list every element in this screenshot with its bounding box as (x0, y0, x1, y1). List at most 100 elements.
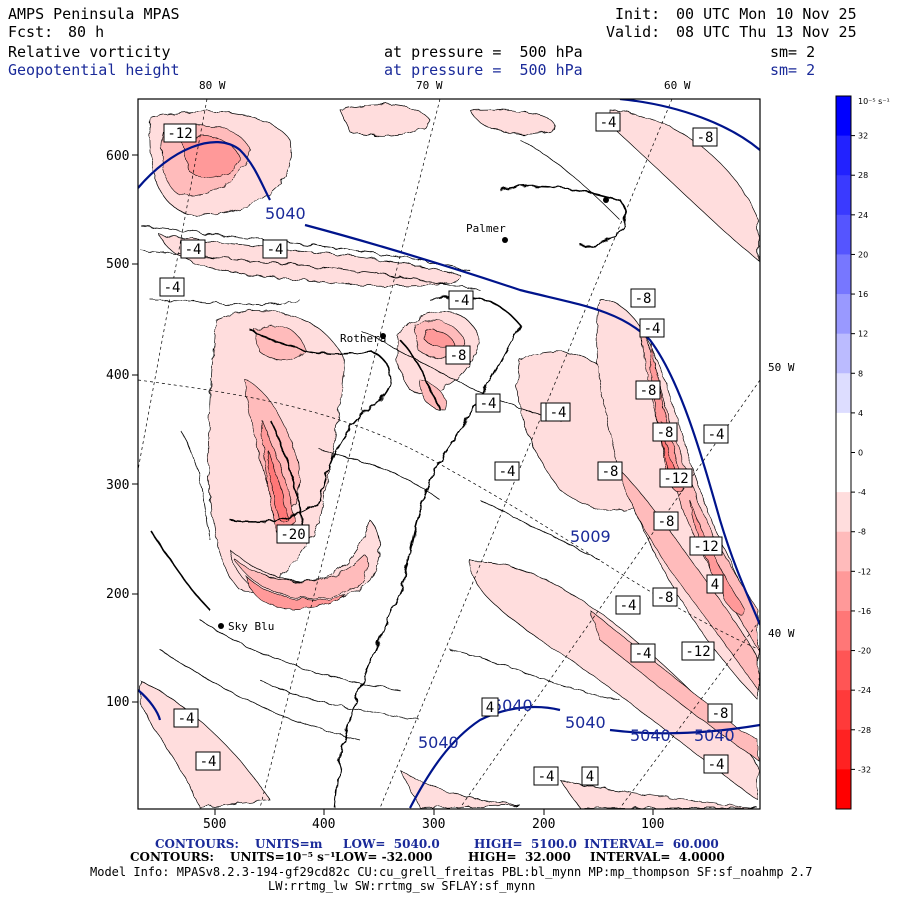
vorticity-box-label: -4 (533, 766, 559, 786)
svg-text:-8: -8 (658, 514, 675, 530)
vorticity-box-label: -4 (703, 754, 729, 774)
svg-text:-12: -12 (693, 539, 718, 555)
vorticity-box-label: -4 (448, 290, 474, 310)
colorbar-level-label: 20 (858, 250, 868, 259)
colorbar-level-label: 32 (858, 132, 868, 141)
vorticity-box-label: -8 (652, 422, 678, 442)
valid-time: 08 UTC Thu 13 Nov 25 (676, 23, 857, 41)
pressure-level-1: at pressure = 500 hPa (384, 43, 583, 61)
vorticity-box-label: -8 (630, 288, 656, 308)
vorticity-contour-lines (139, 139, 621, 741)
svg-text:-4: -4 (267, 242, 284, 258)
vorticity-labels: -12 -4 -4 -4 -4 -8 -4 -8 -4 -8 -4 -4 -8 -8 -4 -12 -4 -8 -2… (159, 112, 733, 786)
svg-text:-12: -12 (663, 471, 688, 487)
colorbar-level-label: -28 (858, 726, 871, 735)
vorticity-box-label: -4 (159, 277, 185, 297)
coastline (149, 185, 627, 809)
place-skyblu: Sky Blu (228, 620, 274, 633)
svg-text:-4: -4 (480, 396, 497, 412)
svg-text:-4: -4 (178, 711, 195, 727)
colorbar: 10⁻⁵ s⁻¹ 32 28 24 20 16 12 8 4 0 -4 -8 -12 -16 -20 -24 -… (835, 95, 890, 810)
colorbar-unit: 10⁻⁵ s⁻¹ (858, 97, 890, 106)
footer-interval-1: INTERVAL= 60.000 (584, 837, 719, 851)
vorticity-box-label: -8 (652, 587, 678, 607)
colorbar-swatch (836, 214, 851, 255)
vorticity-box-label: -4 (630, 643, 656, 663)
colorbar-level-label: -4 (858, 488, 866, 497)
height-label: 5040 (265, 204, 306, 223)
svg-text:-4: -4 (644, 321, 661, 337)
vorticity-fill-layer (139, 104, 759, 809)
station-dot-skyblu (218, 623, 224, 629)
lon-label-50w: 50 W (768, 361, 795, 374)
svg-text:-4: -4 (453, 293, 470, 309)
vorticity-box-label: -8 (445, 345, 471, 365)
field-name-height: Geopotential height (8, 61, 180, 79)
x-tick-200: 200 (532, 817, 556, 832)
svg-text:-20: -20 (280, 527, 305, 543)
svg-text:-4: -4 (164, 280, 181, 296)
place-palmer: Palmer (466, 222, 506, 235)
colorbar-swatch (836, 769, 851, 810)
svg-text:-4: -4 (635, 646, 652, 662)
colorbar-level-label: 12 (858, 330, 868, 339)
vorticity-box-label: -8 (597, 461, 623, 481)
colorbar-level-label: 4 (858, 409, 863, 418)
vorticity-box-label: -4 (494, 461, 520, 481)
colorbar-level-label: 16 (858, 290, 868, 299)
axis-ticks (132, 154, 654, 815)
vorticity-box-label: -8 (653, 511, 679, 531)
footer-model-info: Model Info: MPASv8.2.3-194-gf29cd82c CU:… (90, 865, 813, 879)
colorbar-level-label: -12 (858, 567, 871, 576)
svg-text:4: 4 (486, 700, 494, 716)
colorbar-swatch (836, 690, 851, 731)
footer-high-2: HIGH= 32.000 (468, 850, 571, 864)
svg-text:-4: -4 (620, 598, 637, 614)
colorbar-swatch (836, 175, 851, 216)
y-tick-600: 600 (106, 149, 130, 164)
footer-units-1: UNITS=m (255, 837, 323, 851)
place-rothera: Rothera (340, 332, 386, 345)
footer-interval-2: INTERVAL= 4.0000 (590, 850, 725, 864)
svg-text:-12: -12 (685, 644, 710, 660)
station-dot-palmer (502, 237, 508, 243)
svg-text:-4: -4 (538, 769, 555, 785)
vorticity-box-label: 4 (581, 766, 599, 786)
forecast-hour: 80 h (68, 23, 105, 41)
vorticity-box-label: -4 (595, 112, 621, 132)
height-label: 5040 (694, 726, 735, 745)
svg-text:-4: -4 (200, 754, 217, 770)
vorticity-box-label: -8 (707, 703, 733, 723)
svg-text:-8: -8 (450, 348, 467, 364)
init-time: 00 UTC Mon 10 Nov 25 (676, 5, 857, 23)
svg-text:-4: -4 (708, 757, 725, 773)
vorticity-box-label: -4 (195, 751, 221, 771)
colorbar-level-label: -20 (858, 647, 871, 656)
svg-text:-8: -8 (635, 291, 652, 307)
vorticity-box-label: -4 (180, 239, 206, 259)
footer-high-1: HIGH= 5100.0 (474, 837, 577, 851)
vorticity-box-label: -8 (635, 380, 661, 400)
colorbar-swatch (836, 412, 851, 453)
x-tick-400: 400 (312, 817, 336, 832)
vorticity-box-label: -12 (681, 641, 715, 661)
svg-text:-4: -4 (708, 427, 725, 443)
init-label: Init: (615, 5, 661, 23)
vorticity-box-label: -4 (703, 424, 729, 444)
colorbar-level-label: 0 (858, 449, 863, 458)
y-tick-100: 100 (106, 695, 130, 710)
height-label: 5040 (630, 726, 671, 745)
pressure-level-2: at pressure = 500 hPa (384, 61, 583, 79)
footer-low-1: LOW= 5040.0 (343, 837, 440, 851)
model-title: AMPS Peninsula MPAS (8, 5, 180, 23)
svg-text:-8: -8 (602, 464, 619, 480)
y-tick-300: 300 (106, 478, 130, 493)
svg-text:-8: -8 (712, 706, 729, 722)
colorbar-level-label: -16 (858, 607, 871, 616)
colorbar-level-label: -8 (858, 528, 866, 537)
colorbar-swatch (836, 492, 851, 533)
colorbar-swatch (836, 294, 851, 335)
colorbar-swatch (836, 373, 851, 414)
vorticity-box-label: -4 (173, 708, 199, 728)
colorbar-level-label: 24 (858, 211, 868, 220)
